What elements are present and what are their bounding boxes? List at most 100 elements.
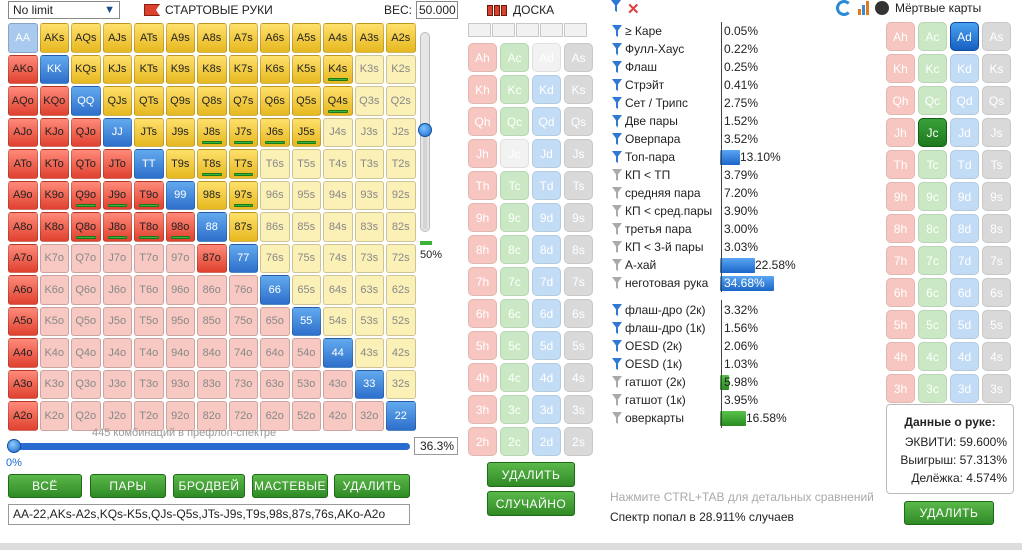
all-button[interactable]: ВСЁ [8, 474, 82, 498]
hand-cell-77[interactable]: 77 [228, 243, 258, 273]
range-slider-track[interactable] [10, 443, 410, 450]
hand-cell-62o[interactable]: 62o [260, 401, 290, 431]
hand-cell-85s[interactable]: 85s [291, 212, 321, 242]
hand-cell-62s[interactable]: 62s [386, 275, 416, 305]
hand-cell-Q3o[interactable]: Q3o [71, 369, 101, 399]
hand-cell-T9s[interactable]: T9s [165, 149, 195, 179]
hand-cell-K6o[interactable]: K6o [39, 275, 69, 305]
stat-row[interactable]: OESD (1к) 1.03% [612, 355, 758, 373]
hand-cell-T8o[interactable]: T8o [134, 212, 164, 242]
hand-cell-QJo[interactable]: QJo [71, 117, 101, 147]
filter-icon[interactable] [612, 97, 622, 109]
filter-icon[interactable] [612, 376, 622, 388]
board-card-Jd[interactable]: Jd [532, 139, 561, 168]
dead-card-5s[interactable]: 5s [982, 310, 1011, 339]
stat-row[interactable]: гатшот (1к) 3.95% [612, 391, 758, 409]
dead-card-Kc[interactable]: Kc [918, 54, 947, 83]
range-slider-thumb[interactable] [7, 439, 21, 453]
board-slot[interactable] [468, 23, 491, 37]
board-clear-button[interactable]: УДАЛИТЬ [487, 462, 575, 487]
dead-card-Ts[interactable]: Ts [982, 150, 1011, 179]
board-card-Jh[interactable]: Jh [468, 139, 497, 168]
hand-cell-AJo[interactable]: AJo [8, 117, 38, 147]
range-pct-input[interactable]: 36.3% [414, 437, 458, 455]
hand-cell-54o[interactable]: 54o [291, 338, 321, 368]
hand-cell-K8s[interactable]: K8s [197, 54, 227, 84]
board-card-7s[interactable]: 7s [564, 267, 593, 296]
hand-cell-K5s[interactable]: K5s [291, 54, 321, 84]
hand-cell-88[interactable]: 88 [197, 212, 227, 242]
dead-card-6s[interactable]: 6s [982, 278, 1011, 307]
hand-cell-43s[interactable]: 43s [354, 338, 384, 368]
dead-card-Ac[interactable]: Ac [918, 22, 947, 51]
hand-cell-32s[interactable]: 32s [386, 369, 416, 399]
hand-cell-K3o[interactable]: K3o [39, 369, 69, 399]
board-card-As[interactable]: As [564, 43, 593, 72]
hand-cell-72o[interactable]: 72o [228, 401, 258, 431]
board-card-Ac[interactable]: Ac [500, 43, 529, 72]
board-card-8c[interactable]: 8c [500, 235, 529, 264]
dead-card-6h[interactable]: 6h [886, 278, 915, 307]
close-icon[interactable]: ✕ [627, 1, 640, 18]
hand-cell-J8o[interactable]: J8o [102, 212, 132, 242]
stat-row[interactable]: Фулл-Хаус 0.22% [612, 40, 758, 58]
hand-cell-42s[interactable]: 42s [386, 338, 416, 368]
filter-icon[interactable] [612, 43, 622, 55]
filter-icon[interactable] [612, 223, 622, 235]
hand-cell-T5o[interactable]: T5o [134, 306, 164, 336]
hand-cell-96o[interactable]: 96o [165, 275, 195, 305]
stat-row[interactable]: средняя пара 7.20% [612, 184, 758, 202]
hand-cell-A9s[interactable]: A9s [165, 23, 195, 53]
hand-cell-Q3s[interactable]: Q3s [354, 86, 384, 116]
dead-card-7d[interactable]: 7d [950, 246, 979, 275]
hand-cell-AKo[interactable]: AKo [8, 54, 38, 84]
stat-row[interactable]: гатшот (2к) 5.98% [612, 373, 758, 391]
board-card-4c[interactable]: 4c [500, 363, 529, 392]
hand-cell-97o[interactable]: 97o [165, 243, 195, 273]
hand-cell-K5o[interactable]: K5o [39, 306, 69, 336]
hand-cell-J9o[interactable]: J9o [102, 180, 132, 210]
hand-cell-Q6s[interactable]: Q6s [260, 86, 290, 116]
filter-icon[interactable] [612, 322, 622, 334]
board-card-7h[interactable]: 7h [468, 267, 497, 296]
hand-cell-T6s[interactable]: T6s [260, 149, 290, 179]
bar-chart-icon[interactable] [858, 1, 869, 15]
board-slot[interactable] [492, 23, 515, 37]
hand-cell-T7o[interactable]: T7o [134, 243, 164, 273]
dead-card-7h[interactable]: 7h [886, 246, 915, 275]
hand-cell-Q9o[interactable]: Q9o [71, 180, 101, 210]
hand-cell-T3o[interactable]: T3o [134, 369, 164, 399]
hand-cell-J6o[interactable]: J6o [102, 275, 132, 305]
hand-cell-T9o[interactable]: T9o [134, 180, 164, 210]
filter-icon[interactable] [612, 25, 622, 37]
dead-card-Td[interactable]: Td [950, 150, 979, 179]
hand-cell-33[interactable]: 33 [354, 369, 384, 399]
hand-cell-73o[interactable]: 73o [228, 369, 258, 399]
dead-card-5c[interactable]: 5c [918, 310, 947, 339]
filter-icon[interactable] [611, 0, 621, 12]
filter-icon[interactable] [612, 169, 622, 181]
hand-cell-74s[interactable]: 74s [323, 243, 353, 273]
hand-cell-Q2s[interactable]: Q2s [386, 86, 416, 116]
dead-card-Jd[interactable]: Jd [950, 118, 979, 147]
dead-card-3c[interactable]: 3c [918, 374, 947, 403]
hand-cell-T7s[interactable]: T7s [228, 149, 258, 179]
stat-row[interactable]: Сет / Трипс 2.75% [612, 94, 758, 112]
hand-cell-74o[interactable]: 74o [228, 338, 258, 368]
hand-cell-Q4o[interactable]: Q4o [71, 338, 101, 368]
hand-cell-52s[interactable]: 52s [386, 306, 416, 336]
stat-row[interactable]: Оверпара 3.52% [612, 130, 758, 148]
dead-card-5d[interactable]: 5d [950, 310, 979, 339]
dead-card-4d[interactable]: 4d [950, 342, 979, 371]
hand-cell-J6s[interactable]: J6s [260, 117, 290, 147]
dead-card-Tc[interactable]: Tc [918, 150, 947, 179]
board-card-9c[interactable]: 9c [500, 203, 529, 232]
board-card-Jc[interactable]: Jc [500, 139, 529, 168]
dead-card-Jc[interactable]: Jc [918, 118, 947, 147]
dead-card-7s[interactable]: 7s [982, 246, 1011, 275]
board-card-7c[interactable]: 7c [500, 267, 529, 296]
hand-cell-A8o[interactable]: A8o [8, 212, 38, 242]
hand-cell-Q8s[interactable]: Q8s [197, 86, 227, 116]
hand-cell-53o[interactable]: 53o [291, 369, 321, 399]
hand-cell-J5o[interactable]: J5o [102, 306, 132, 336]
